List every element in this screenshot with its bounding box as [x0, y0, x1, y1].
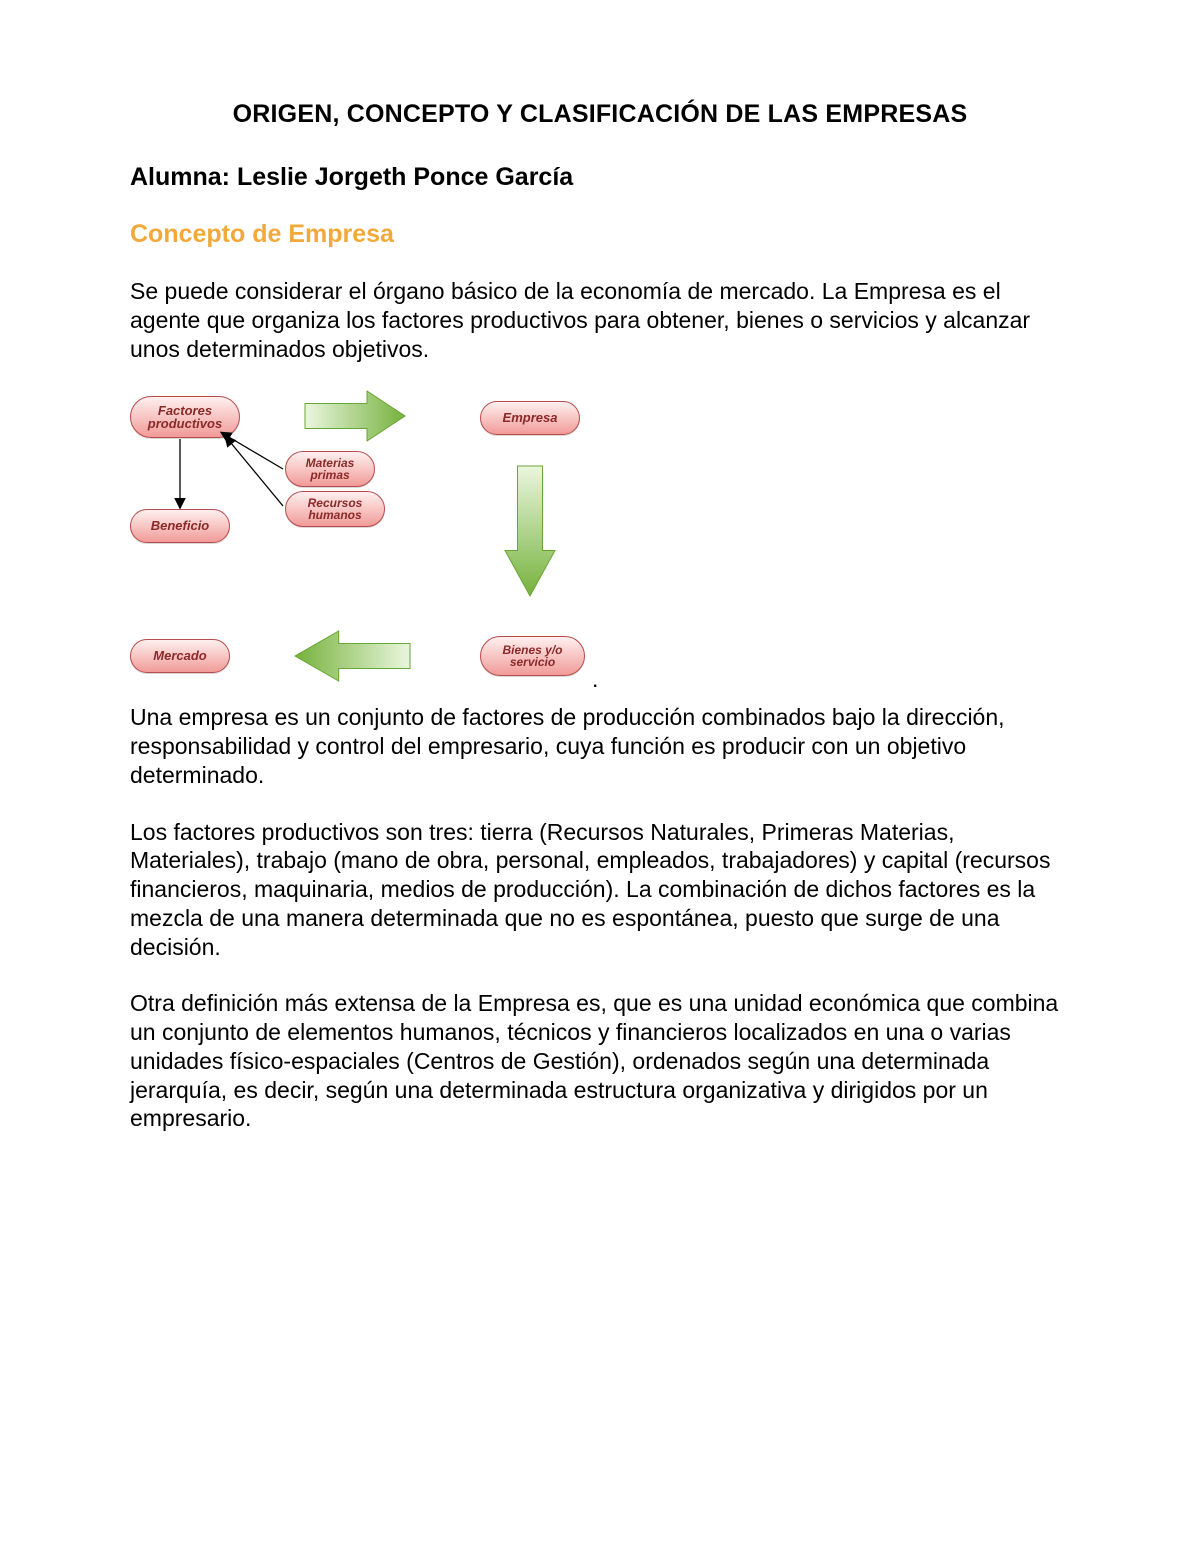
thin-arrow-lines	[180, 433, 283, 507]
paragraph-2: Una empresa es un conjunto de factores d…	[130, 703, 1070, 789]
author-line: Alumna: Leslie Jorgeth Ponce García	[130, 163, 1070, 192]
paragraph-1: Se puede considerar el órgano básico de …	[130, 277, 1070, 363]
section-heading: Concepto de Empresa	[130, 220, 1070, 249]
page-title: ORIGEN, CONCEPTO Y CLASIFICACIÓN DE LAS …	[130, 100, 1070, 129]
paragraph-4: Otra definición más extensa de la Empres…	[130, 989, 1070, 1133]
diagram-period: .	[592, 666, 598, 693]
concept-diagram: Factoresproductivos Empresa Materiasprim…	[130, 391, 620, 701]
paragraph-3: Los factores productivos son tres: tierr…	[130, 818, 1070, 962]
thin-arrows	[130, 391, 620, 701]
document-page: ORIGEN, CONCEPTO Y CLASIFICACIÓN DE LAS …	[0, 0, 1200, 1553]
